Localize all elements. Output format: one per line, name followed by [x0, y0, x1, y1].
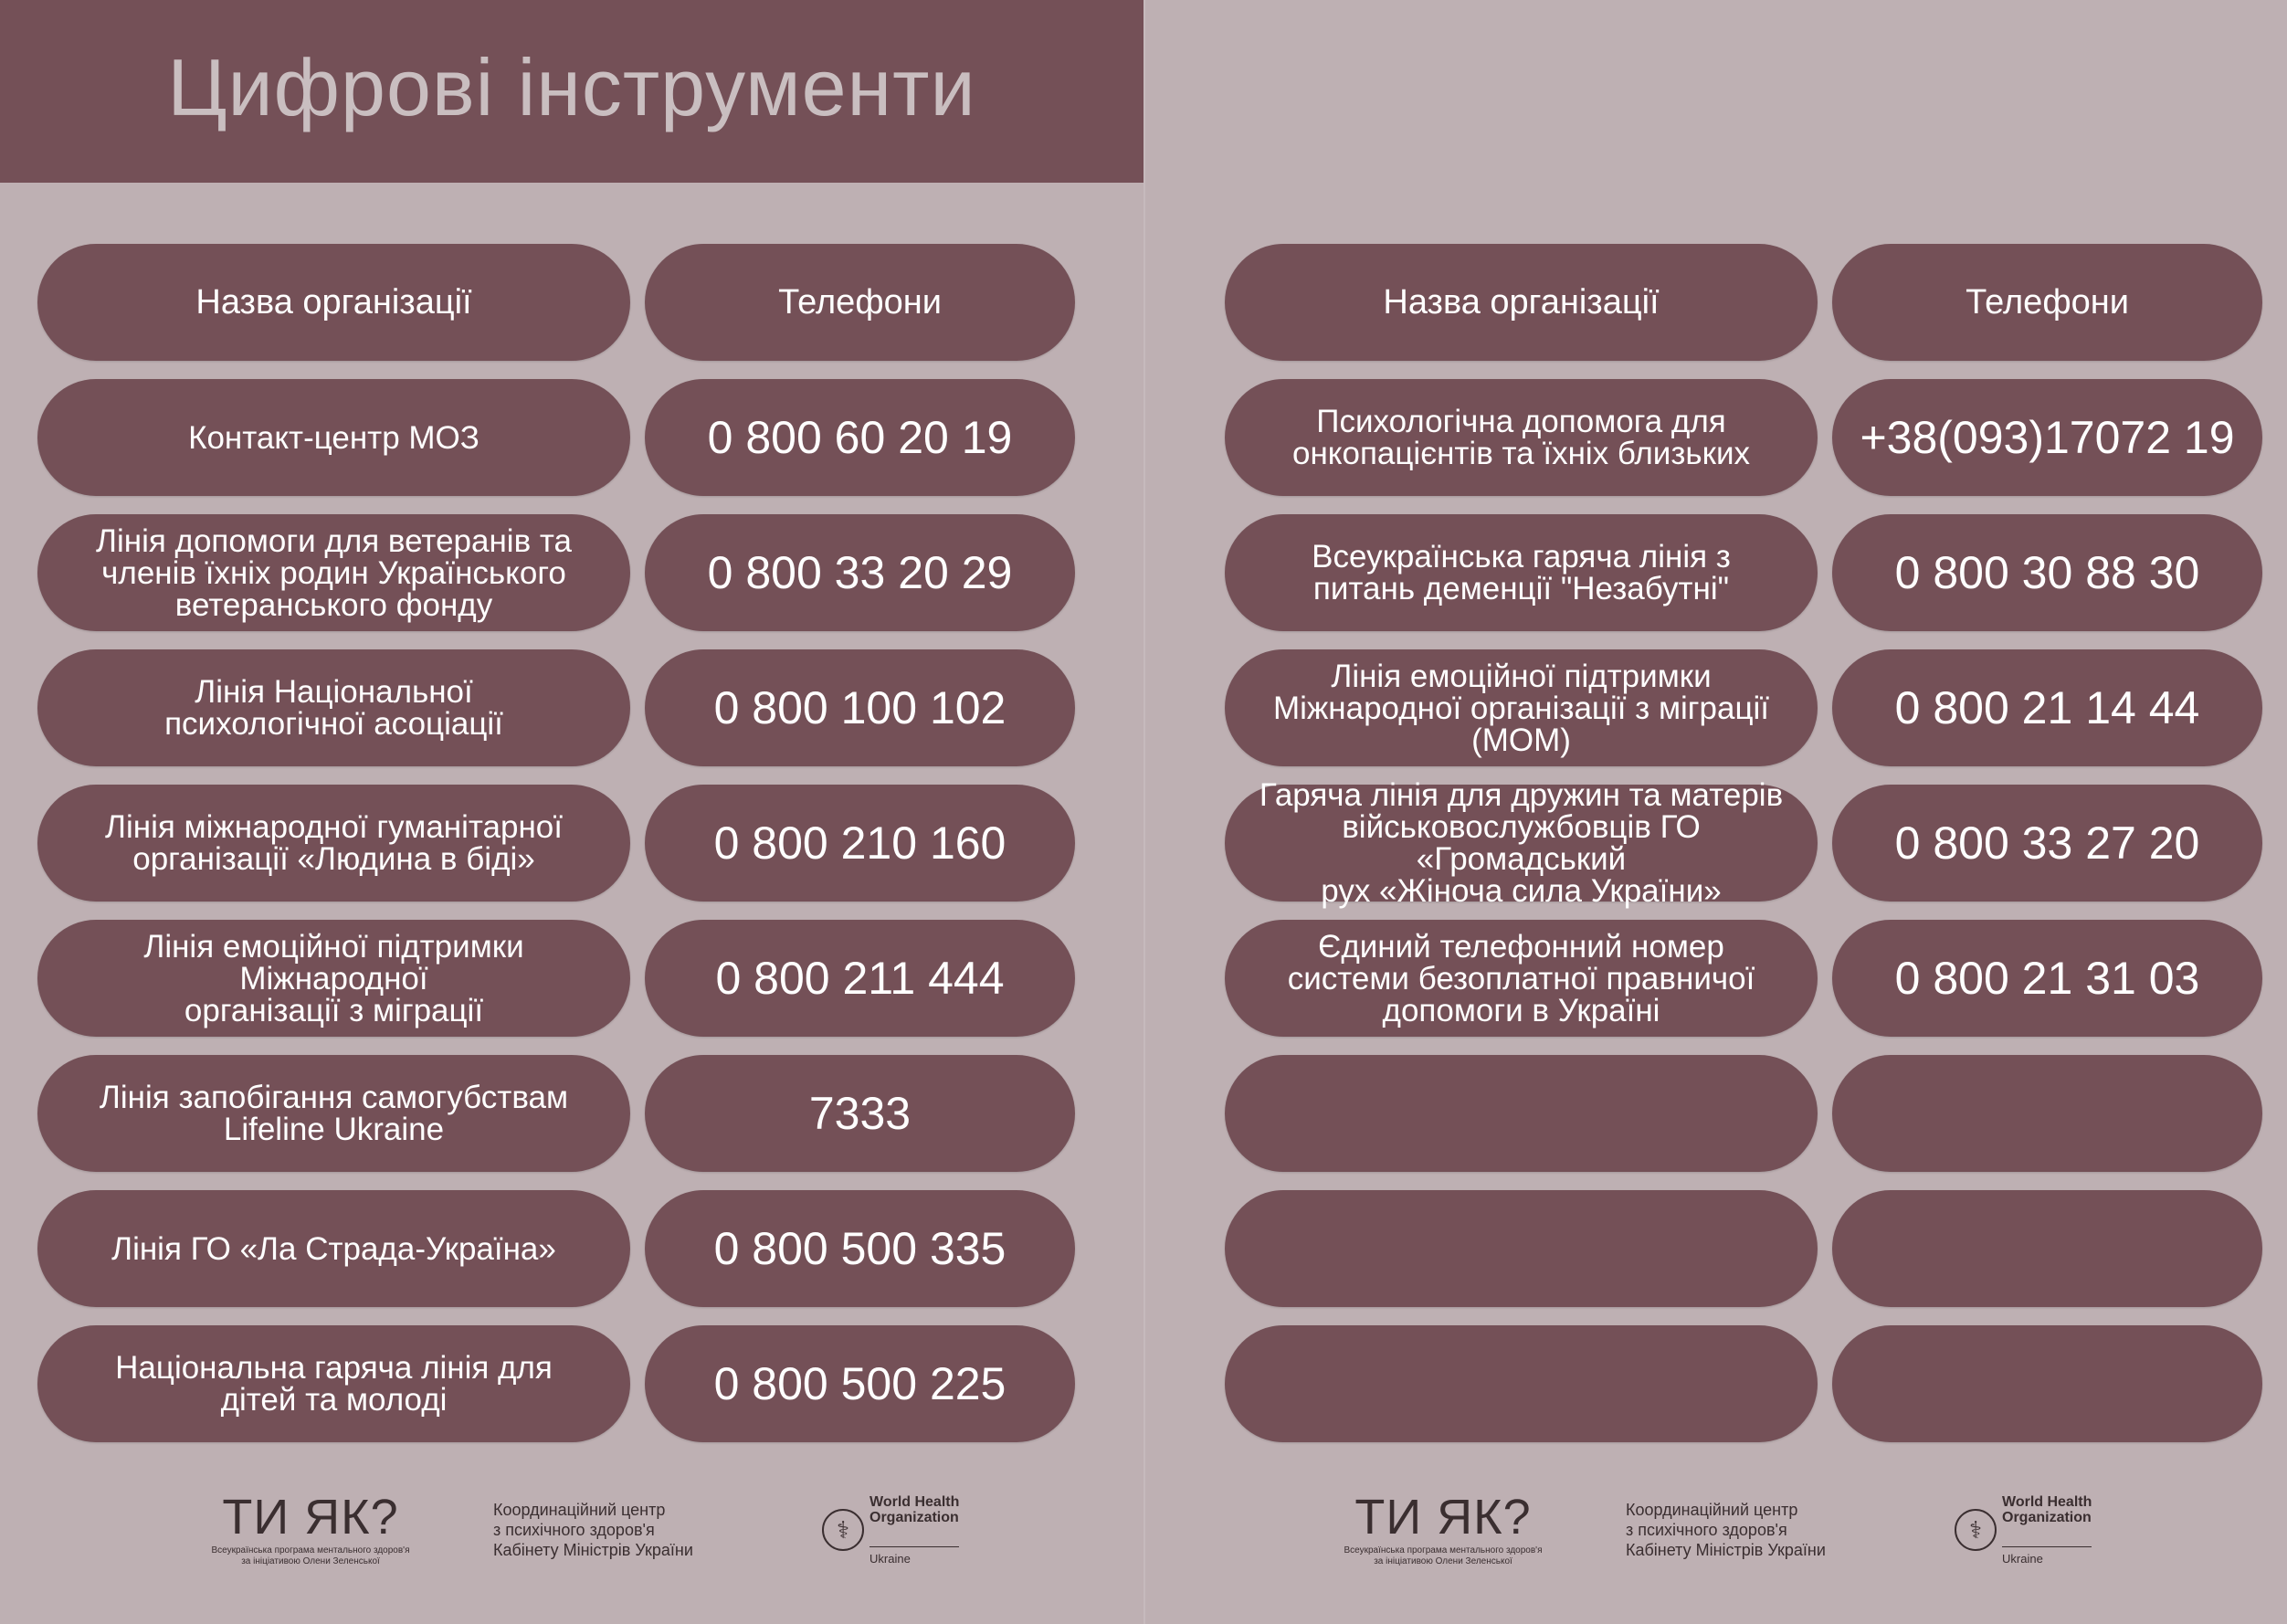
left-row-phone: 0 800 33 20 29 — [645, 514, 1075, 631]
tiyak-logo: ТИ ЯК? Всеукраїнська програма ментальног… — [1333, 1492, 1553, 1567]
right-row-name — [1225, 1190, 1818, 1307]
title-banner: Цифрові інструменти — [0, 0, 1144, 183]
right-row-phone — [1832, 1055, 2262, 1172]
tiyak-logo: ТИ ЯК? Всеукраїнська програма ментальног… — [201, 1492, 420, 1567]
left-row-phone: 0 800 100 102 — [645, 649, 1075, 766]
who-emblem-icon: ⚕ — [822, 1509, 864, 1551]
who-emblem-icon: ⚕ — [1955, 1509, 1997, 1551]
right-row-phone: 0 800 33 27 20 — [1832, 785, 2262, 902]
right-row-name — [1225, 1055, 1818, 1172]
left-row-phone: 0 800 60 20 19 — [645, 379, 1075, 496]
tiyak-logo-text: ТИ ЯК? — [1354, 1490, 1532, 1545]
right-header-name: Назва організації — [1225, 244, 1818, 361]
left-row-phone: 0 800 210 160 — [645, 785, 1075, 902]
who-logo: ⚕ World Health Organization Ukraine — [1955, 1494, 2092, 1566]
right-row-phone: 0 800 21 14 44 — [1832, 649, 2262, 766]
page-divider — [1144, 0, 1145, 1624]
who-logo: ⚕ World Health Organization Ukraine — [822, 1493, 960, 1566]
right-row-name: Лінія емоційної підтримки Міжнародної ор… — [1225, 649, 1818, 766]
left-row-phone: 0 800 211 444 — [645, 920, 1075, 1037]
left-header-phone: Телефони — [645, 244, 1075, 361]
left-row-name: Контакт-центр МОЗ — [37, 379, 630, 496]
right-row-phone — [1832, 1325, 2262, 1442]
right-header-phone: Телефони — [1832, 244, 2262, 361]
left-row-phone: 0 800 500 225 — [645, 1325, 1075, 1442]
left-row-name: Лінія Національної психологічної асоціац… — [37, 649, 630, 766]
who-country: Ukraine — [2002, 1545, 2092, 1566]
who-country: Ukraine — [869, 1545, 960, 1566]
footer-logos: ТИ ЯК? Всеукраїнська програма ментальног… — [1333, 1484, 2092, 1576]
right-row-phone — [1832, 1190, 2262, 1307]
left-row-name: Лінія міжнародної гуманітарної організац… — [37, 785, 630, 902]
right-row-name: Психологічна допомога для онкопацієнтів … — [1225, 379, 1818, 496]
right-row-name: Всеукраїнська гаряча лінія з питань деме… — [1225, 514, 1818, 631]
left-row-name: Лінія ГО «Ла Страда-Україна» — [37, 1190, 630, 1307]
left-row-name: Лінія допомоги для ветеранів та членів ї… — [37, 514, 630, 631]
right-row-phone: 0 800 21 31 03 — [1832, 920, 2262, 1037]
left-row-phone: 0 800 500 335 — [645, 1190, 1075, 1307]
coordination-center-text: Координаційний центр з психічного здоров… — [493, 1501, 693, 1559]
coordination-center-text: Координаційний центр з психічного здоров… — [1626, 1501, 1826, 1559]
left-row-name: Лінія емоційної підтримки Міжнародної ор… — [37, 920, 630, 1037]
right-row-name: Єдиний телефонний номер системи безоплат… — [1225, 920, 1818, 1037]
page-title: Цифрові інструменти — [167, 42, 976, 132]
left-row-name: Лінія запобігання самогубствам Lifeline … — [37, 1055, 630, 1172]
left-row-phone: 7333 — [645, 1055, 1075, 1172]
right-row-name — [1225, 1325, 1818, 1442]
left-row-name: Національна гаряча лінія для дітей та мо… — [37, 1325, 630, 1442]
tiyak-logo-text: ТИ ЯК? — [222, 1490, 399, 1545]
tiyak-subtitle: Всеукраїнська програма ментального здоро… — [1344, 1545, 1543, 1566]
who-name: World Health Organization — [2002, 1493, 2092, 1525]
right-row-name: Гаряча лінія для дружин та матерів війсь… — [1225, 779, 1818, 907]
right-row-phone: 0 800 30 88 30 — [1832, 514, 2262, 631]
footer-logos: ТИ ЯК? Всеукраїнська програма ментальног… — [201, 1484, 960, 1576]
right-row-phone: +38(093)17072 19 — [1832, 379, 2262, 496]
who-name: World Health Organization — [869, 1493, 960, 1525]
left-header-name: Назва організації — [37, 244, 630, 361]
tiyak-subtitle: Всеукраїнська програма ментального здоро… — [211, 1545, 410, 1566]
